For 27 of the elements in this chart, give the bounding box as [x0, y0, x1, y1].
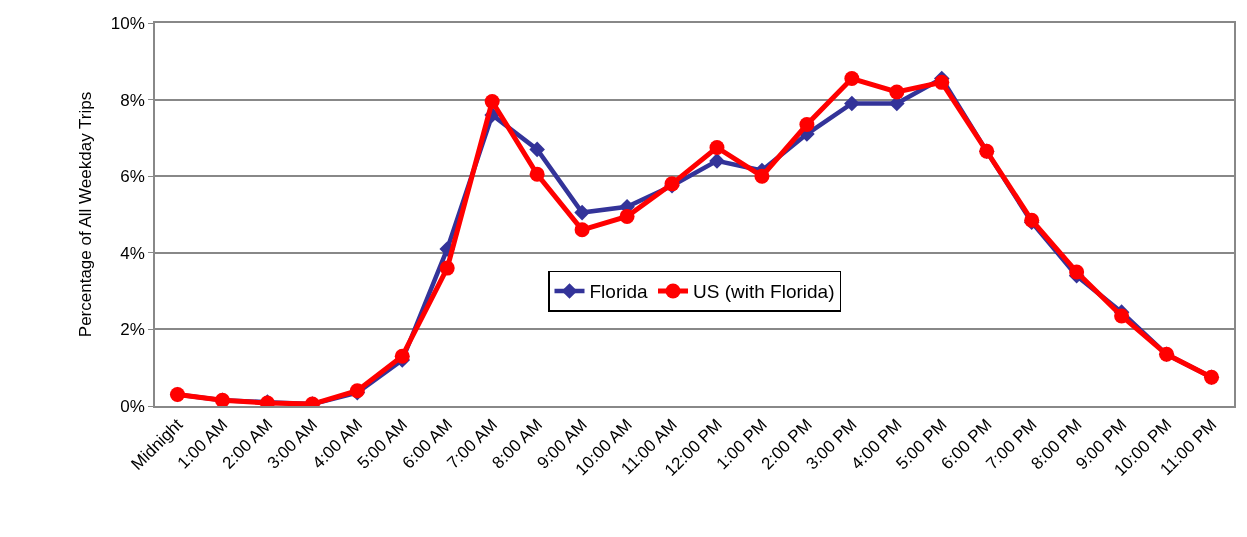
point [934, 74, 950, 90]
point [529, 166, 545, 182]
y-tick-label: 8% [120, 90, 145, 110]
point [1069, 264, 1085, 280]
legend-label: Florida [589, 281, 649, 303]
y-tick-label: 2% [120, 320, 145, 340]
point [709, 153, 725, 169]
point [484, 94, 500, 110]
y-axis-title: Percentage of All Weekday Trips [75, 91, 95, 338]
point [439, 260, 455, 276]
y-tick-label: 6% [120, 167, 145, 187]
point [529, 141, 545, 158]
point [574, 204, 590, 221]
y-tick-label: 4% [120, 243, 145, 263]
point [619, 208, 635, 224]
point [754, 168, 770, 184]
point [844, 95, 860, 112]
y-tick-label: 0% [120, 396, 145, 416]
point [709, 139, 725, 155]
y-tick-label: 10% [110, 13, 145, 33]
point [574, 222, 590, 238]
legend-label: US (with Florida) [693, 281, 835, 303]
point [889, 84, 905, 100]
point [799, 117, 815, 132]
point [1114, 308, 1130, 324]
point [394, 348, 410, 364]
point [844, 71, 860, 87]
